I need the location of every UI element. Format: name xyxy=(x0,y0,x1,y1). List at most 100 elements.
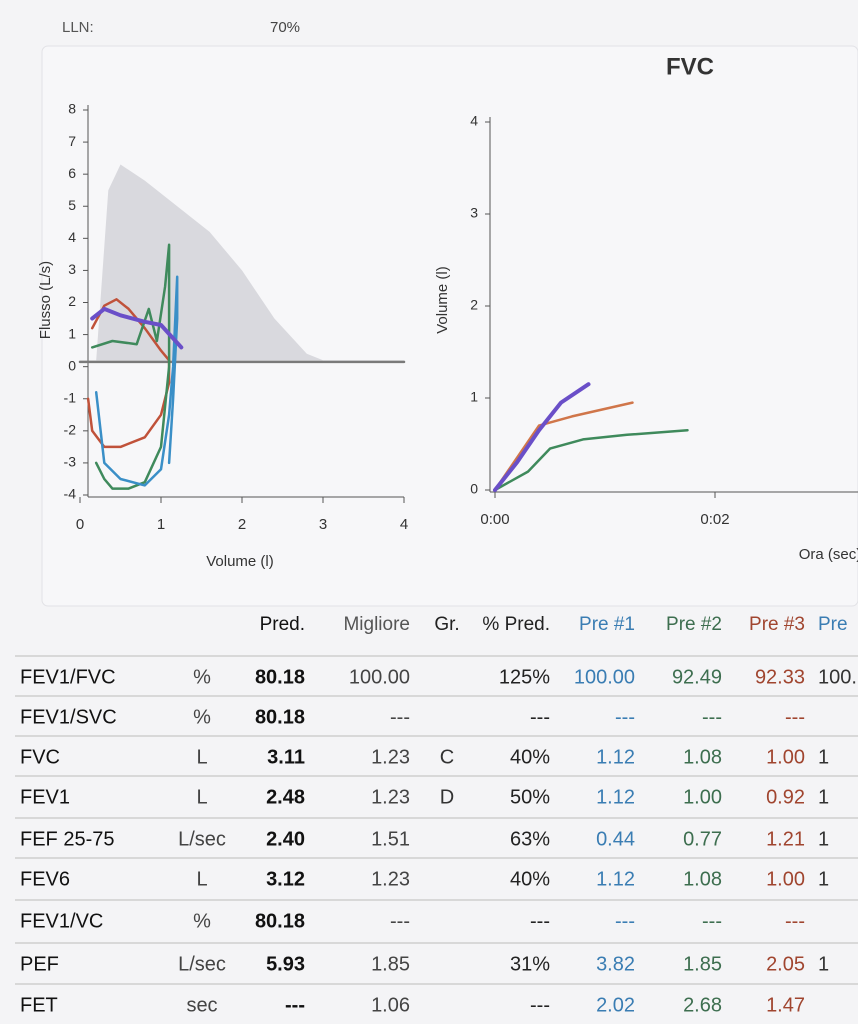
table-cell: --- xyxy=(530,994,550,1016)
x-tick-label: 0:00 xyxy=(480,511,509,528)
table-cell: --- xyxy=(530,910,550,932)
table-cell: 1.12 xyxy=(596,786,635,808)
table-cell: 1.12 xyxy=(596,868,635,890)
x-axis-label: Volume (l) xyxy=(206,553,274,570)
curve xyxy=(90,243,171,490)
x-axis-label: Ora (sec) xyxy=(799,546,858,563)
table-cell: 1.00 xyxy=(766,868,805,890)
column-header: Pre #1 xyxy=(579,614,635,635)
table-cell: 92.49 xyxy=(672,666,722,688)
table-cell: 1 xyxy=(818,953,829,975)
row-label: FEV6 xyxy=(20,868,70,890)
y-tick-label: 5 xyxy=(68,197,76,213)
table-cell: 92.33 xyxy=(755,666,805,688)
table-cell: 1.23 xyxy=(371,786,410,808)
table-cell: 0.77 xyxy=(683,828,722,850)
curve xyxy=(493,428,689,492)
table-cell: 1 xyxy=(818,746,829,768)
x-tick-label: 0 xyxy=(76,516,84,533)
column-header: Pre #2 xyxy=(666,614,722,635)
curve xyxy=(493,382,591,492)
table-cell: 2.48 xyxy=(266,786,305,808)
curve xyxy=(493,401,634,492)
table-cell: 1.12 xyxy=(596,746,635,768)
table-cell: % xyxy=(193,910,211,932)
table-cell: L xyxy=(196,786,207,808)
table-cell: 100.00 xyxy=(349,666,410,688)
x-tick-label: 0:02 xyxy=(700,511,729,528)
y-tick-label: 4 xyxy=(68,229,76,245)
table-cell: 2.02 xyxy=(596,994,635,1016)
table-cell: 1.85 xyxy=(371,953,410,975)
y-tick-label: 3 xyxy=(68,261,76,277)
table-cell: 1.08 xyxy=(683,868,722,890)
y-tick-label: -4 xyxy=(64,486,77,502)
lln-value: 70% xyxy=(270,19,300,36)
y-tick-label: 3 xyxy=(470,205,478,221)
row-label: PEF xyxy=(20,953,59,975)
table-cell: 0.92 xyxy=(766,786,805,808)
y-axis-label: Volume (l) xyxy=(434,266,451,334)
y-tick-label: 0 xyxy=(470,481,478,497)
table-cell: 100. xyxy=(818,666,857,688)
table-cell: 1.21 xyxy=(766,828,805,850)
table-cell: 80.18 xyxy=(255,666,305,688)
table-cell: 31% xyxy=(510,953,550,975)
column-header: % Pred. xyxy=(482,614,550,635)
table-cell: --- xyxy=(702,706,722,728)
table-cell: --- xyxy=(702,910,722,932)
curve xyxy=(94,275,179,487)
y-tick-label: 1 xyxy=(68,325,76,341)
row-label: FEF 25-75 xyxy=(20,828,114,850)
table-cell: 1.51 xyxy=(371,828,410,850)
y-tick-label: 2 xyxy=(470,297,478,313)
y-tick-label: -3 xyxy=(64,454,77,470)
table-cell: 5.93 xyxy=(266,953,305,975)
row-label: FET xyxy=(20,994,58,1016)
table-cell: 1.08 xyxy=(683,746,722,768)
table-cell: L xyxy=(196,746,207,768)
table-cell: 80.18 xyxy=(255,706,305,728)
table-cell: 1 xyxy=(818,828,829,850)
table-cell: 125% xyxy=(499,666,550,688)
table-cell: 2.68 xyxy=(683,994,722,1016)
table-cell: --- xyxy=(785,706,805,728)
table-cell: --- xyxy=(390,910,410,932)
table-cell: L xyxy=(196,868,207,890)
y-tick-label: 4 xyxy=(470,113,478,129)
column-header: Pre xyxy=(818,614,848,635)
y-tick-label: 2 xyxy=(68,293,76,309)
table-cell: sec xyxy=(186,994,217,1016)
table-cell: 80.18 xyxy=(255,910,305,932)
table-cell: --- xyxy=(285,994,305,1016)
table-cell: 1.00 xyxy=(683,786,722,808)
y-tick-label: 1 xyxy=(470,389,478,405)
table-cell: 3.82 xyxy=(596,953,635,975)
table-cell: 1.00 xyxy=(766,746,805,768)
table-cell: --- xyxy=(530,706,550,728)
table-cell: 1 xyxy=(818,786,829,808)
column-header: Migliore xyxy=(343,614,410,635)
lln-label: LLN: xyxy=(62,19,94,36)
table-cell: --- xyxy=(785,910,805,932)
x-tick-label: 4 xyxy=(400,516,408,533)
row-label: FEV1/FVC xyxy=(20,666,116,688)
table-cell: L/sec xyxy=(178,828,226,850)
table-cell: C xyxy=(440,746,454,768)
table-cell: 1 xyxy=(818,868,829,890)
report-title: FVC xyxy=(666,53,714,80)
table-cell: 0.44 xyxy=(596,828,635,850)
table-cell: 40% xyxy=(510,868,550,890)
table-cell: 1.23 xyxy=(371,746,410,768)
table-cell: 1.47 xyxy=(766,994,805,1016)
table-cell: D xyxy=(440,786,454,808)
table-cell: 1.23 xyxy=(371,868,410,890)
y-tick-label: 6 xyxy=(68,165,76,181)
table-cell: 3.12 xyxy=(266,868,305,890)
table-cell: --- xyxy=(615,706,635,728)
row-label: FVC xyxy=(20,746,60,768)
x-tick-label: 1 xyxy=(157,516,165,533)
row-label: FEV1/VC xyxy=(20,910,103,932)
